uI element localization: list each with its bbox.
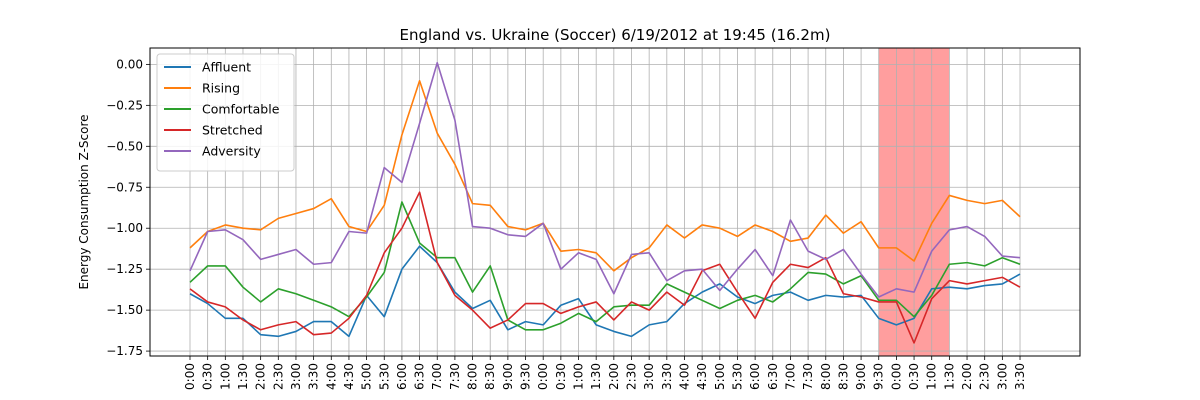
x-tick-label: 0:00 xyxy=(183,363,197,390)
x-tick-label: 7:30 xyxy=(801,363,815,390)
x-tick-label: 8:00 xyxy=(819,363,833,390)
x-tick-label: 9:00 xyxy=(501,363,515,390)
x-tick-label: 3:30 xyxy=(660,363,674,390)
x-tick-label: 2:00 xyxy=(960,363,974,390)
y-tick-label: −0.50 xyxy=(106,139,143,153)
series-lines xyxy=(189,61,1021,344)
legend-entry: Affluent xyxy=(202,60,251,75)
y-axis-label: Energy Consumption Z-Score xyxy=(77,114,91,289)
x-tick-label: 2:00 xyxy=(607,363,621,390)
x-tick-label: 4:00 xyxy=(677,363,691,390)
legend-entry: Stretched xyxy=(202,123,263,138)
x-tick-label: 4:30 xyxy=(695,363,709,390)
y-tick-label: −0.75 xyxy=(106,180,143,194)
series-line-adversity xyxy=(189,61,1021,298)
legend-entry: Adversity xyxy=(202,144,261,159)
legend-box xyxy=(156,53,295,172)
series-line-rising xyxy=(189,79,1021,272)
x-tick-label: 9:30 xyxy=(519,363,533,390)
x-tick-label: 1:00 xyxy=(218,363,232,390)
x-tick-label: 4:00 xyxy=(324,363,338,390)
x-tick-label: 5:00 xyxy=(713,363,727,390)
legend-entry: Rising xyxy=(202,81,240,96)
x-tick-label: 8:30 xyxy=(836,363,850,390)
x-tick-label: 1:30 xyxy=(236,363,250,390)
x-tick-label: 3:00 xyxy=(995,363,1009,390)
axes xyxy=(149,47,1081,357)
x-tick-label: 3:30 xyxy=(307,363,321,390)
x-axis: 0:00 0:30 1:00 1:30 2:00 2:30 3:00 3:30 4:00 4:30… xyxy=(183,356,1027,390)
x-tick-label: 2:00 xyxy=(254,363,268,390)
x-tick-label: 6:30 xyxy=(766,363,780,390)
x-tick-label: 0:30 xyxy=(907,363,921,390)
series-line-comfortable xyxy=(189,201,1021,331)
x-tick-label: 7:00 xyxy=(430,363,444,390)
y-tick-label: −1.00 xyxy=(106,221,143,235)
x-tick-label: 2:30 xyxy=(625,363,639,390)
x-tick-label: 2:30 xyxy=(271,363,285,390)
y-tick-label: −0.25 xyxy=(106,98,143,112)
y-tick-label: −1.50 xyxy=(106,303,143,317)
x-tick-label: 6:00 xyxy=(748,363,762,390)
chart-title: England vs. Ukraine (Soccer) 6/19/2012 a… xyxy=(400,26,831,44)
x-tick-label: 0:30 xyxy=(201,363,215,390)
x-tick-label: 8:00 xyxy=(466,363,480,390)
legend-entry: Comfortable xyxy=(202,102,280,117)
x-tick-label: 3:00 xyxy=(289,363,303,390)
x-tick-label: 6:00 xyxy=(395,363,409,390)
x-tick-label: 4:30 xyxy=(342,363,356,390)
legend: Affluent Rising Comfortable Stretched Advers… xyxy=(156,53,295,172)
x-tick-label: 2:30 xyxy=(978,363,992,390)
x-tick-label: 5:30 xyxy=(377,363,391,390)
plot-frame xyxy=(149,47,1081,357)
y-axis: 0.00 −0.25 −0.50 −0.75 −1.00 −1.25 −1.50 −1.75 xyxy=(106,57,150,358)
x-tick-label: 3:30 xyxy=(1013,363,1027,390)
x-tick-label: 1:00 xyxy=(572,363,586,390)
x-tick-label: 0:00 xyxy=(536,363,550,390)
x-tick-label: 5:30 xyxy=(730,363,744,390)
x-tick-label: 0:00 xyxy=(889,363,903,390)
series-line-affluent xyxy=(189,245,1021,338)
x-tick-label: 1:30 xyxy=(589,363,603,390)
x-tick-label: 7:00 xyxy=(783,363,797,390)
x-tick-label: 9:30 xyxy=(872,363,886,390)
x-tick-label: 8:30 xyxy=(483,363,497,390)
x-tick-label: 9:00 xyxy=(854,363,868,390)
y-tick-label: −1.25 xyxy=(106,262,143,276)
x-tick-label: 5:00 xyxy=(360,363,374,390)
series-line-stretched xyxy=(189,191,1021,344)
x-tick-label: 6:30 xyxy=(413,363,427,390)
y-tick-label: −1.75 xyxy=(106,344,143,358)
x-tick-label: 1:30 xyxy=(942,363,956,390)
x-tick-label: 7:30 xyxy=(448,363,462,390)
x-tick-label: 3:00 xyxy=(642,363,656,390)
x-tick-label: 0:30 xyxy=(554,363,568,390)
y-tick-label: 0.00 xyxy=(116,57,143,71)
x-tick-label: 1:00 xyxy=(925,363,939,390)
